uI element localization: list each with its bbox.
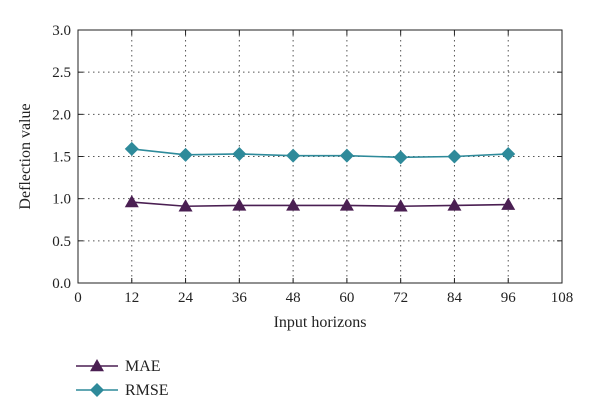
- data-point-mae: [124, 195, 139, 208]
- data-point-rmse: [393, 150, 408, 165]
- data-point-rmse: [286, 148, 301, 163]
- data-point-rmse: [124, 141, 139, 156]
- data-point-mae: [393, 199, 408, 212]
- data-point-rmse: [339, 148, 354, 163]
- series-line-mae: [131, 201, 509, 208]
- x-tick-label: 72: [393, 290, 408, 306]
- legend-item-rmse: RMSE: [76, 382, 169, 399]
- y-tick-label: 0.0: [52, 276, 71, 292]
- y-tick-label: 3.0: [52, 23, 71, 39]
- data-point-mae: [501, 197, 516, 210]
- data-point-rmse: [232, 146, 247, 161]
- x-tick-label: 108: [551, 290, 574, 306]
- series-rmse: [124, 141, 516, 165]
- x-tick-label: 12: [124, 290, 139, 306]
- legend-item-mae: MAE: [76, 358, 161, 375]
- data-point-mae: [178, 199, 193, 212]
- x-tick-label: 24: [178, 290, 194, 306]
- y-tick-label: 2.0: [52, 107, 71, 123]
- legend-marker-rmse: [90, 383, 104, 397]
- x-tick-label: 60: [339, 290, 354, 306]
- data-point-rmse: [501, 146, 516, 161]
- y-tick-label: 1.0: [52, 192, 71, 208]
- data-point-rmse: [178, 147, 193, 162]
- x-tick-label: 96: [501, 290, 517, 306]
- data-point-mae: [232, 198, 247, 211]
- series-mae: [124, 195, 516, 212]
- data-point-mae: [286, 198, 301, 211]
- x-tick-label: 36: [232, 290, 248, 306]
- legend: MAE RMSE: [76, 358, 169, 399]
- x-tick-label: 48: [286, 290, 301, 306]
- data-point-rmse: [447, 149, 462, 164]
- y-tick-label: 2.5: [52, 65, 71, 81]
- data-point-mae: [339, 198, 354, 211]
- series-line-rmse: [131, 148, 509, 159]
- y-axis-title: Deflection value: [17, 103, 34, 209]
- legend-label: RMSE: [125, 382, 169, 399]
- x-axis-ticks: 0 12 24 36 48 60 72 84 96 108: [74, 30, 573, 306]
- series-layer: [124, 141, 516, 212]
- y-tick-label: 0.5: [52, 234, 71, 250]
- x-tick-label: 0: [74, 290, 82, 306]
- y-axis-ticks: 0.0 0.5 1.0 1.5 2.0 2.5 3.0: [52, 23, 562, 292]
- legend-label: MAE: [125, 358, 161, 375]
- data-point-mae: [447, 198, 462, 211]
- x-tick-label: 84: [447, 290, 463, 306]
- grid-lines: [78, 30, 562, 283]
- y-tick-label: 1.5: [52, 150, 71, 166]
- x-axis-title: Input horizons: [274, 314, 367, 331]
- legend-marker-mae: [90, 359, 104, 372]
